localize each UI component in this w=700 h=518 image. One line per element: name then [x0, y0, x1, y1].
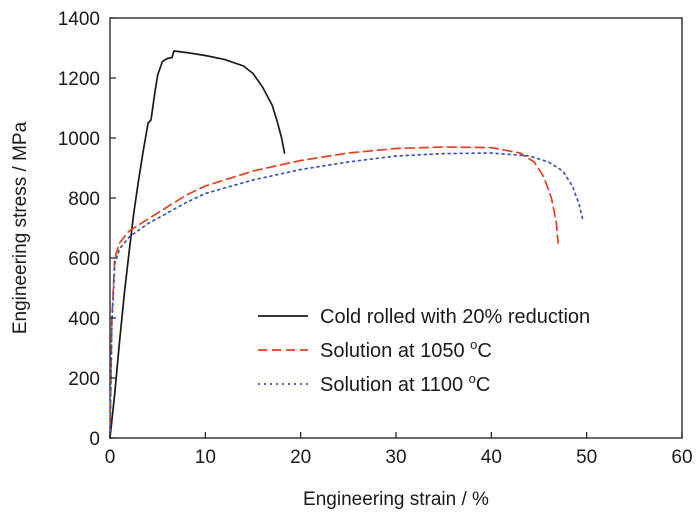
x-axis-title: Engineering strain / % — [303, 489, 489, 510]
y-axis-ticks: 0 200 400 600 800 1000 1200 1400 — [58, 9, 116, 450]
series-layer — [109, 50, 584, 439]
x-tick-label: 30 — [385, 447, 406, 468]
x-tick-label: 20 — [290, 447, 311, 468]
legend: Cold rolled with 20% reduction Solution a… — [258, 306, 590, 396]
x-tick-label: 50 — [576, 447, 597, 468]
y-tick-label: 1200 — [58, 69, 100, 90]
legend-label-2: Solution at 1050 oC — [320, 337, 492, 362]
y-axis-title: Engineering stress / MPa — [10, 121, 31, 334]
y-tick-label: 1000 — [58, 129, 100, 150]
y-tick-label: 800 — [68, 189, 100, 210]
legend-label-1: Cold rolled with 20% reduction — [320, 306, 590, 328]
x-axis-ticks: 0 10 20 30 40 50 60 — [105, 432, 693, 468]
series-line-2 — [109, 146, 559, 439]
x-tick-label: 10 — [195, 447, 216, 468]
x-tick-label: 0 — [105, 447, 116, 468]
y-tick-label: 400 — [68, 309, 100, 330]
y-tick-label: 1400 — [58, 9, 100, 30]
y-tick-label: 600 — [68, 249, 100, 270]
x-tick-label: 40 — [481, 447, 502, 468]
y-tick-label: 200 — [68, 369, 100, 390]
legend-label-3: Solution at 1100 oC — [320, 371, 490, 396]
y-tick-label: 0 — [89, 429, 100, 450]
x-tick-label: 60 — [671, 447, 692, 468]
series-line-1 — [109, 50, 286, 439]
series-line-3 — [109, 152, 584, 439]
